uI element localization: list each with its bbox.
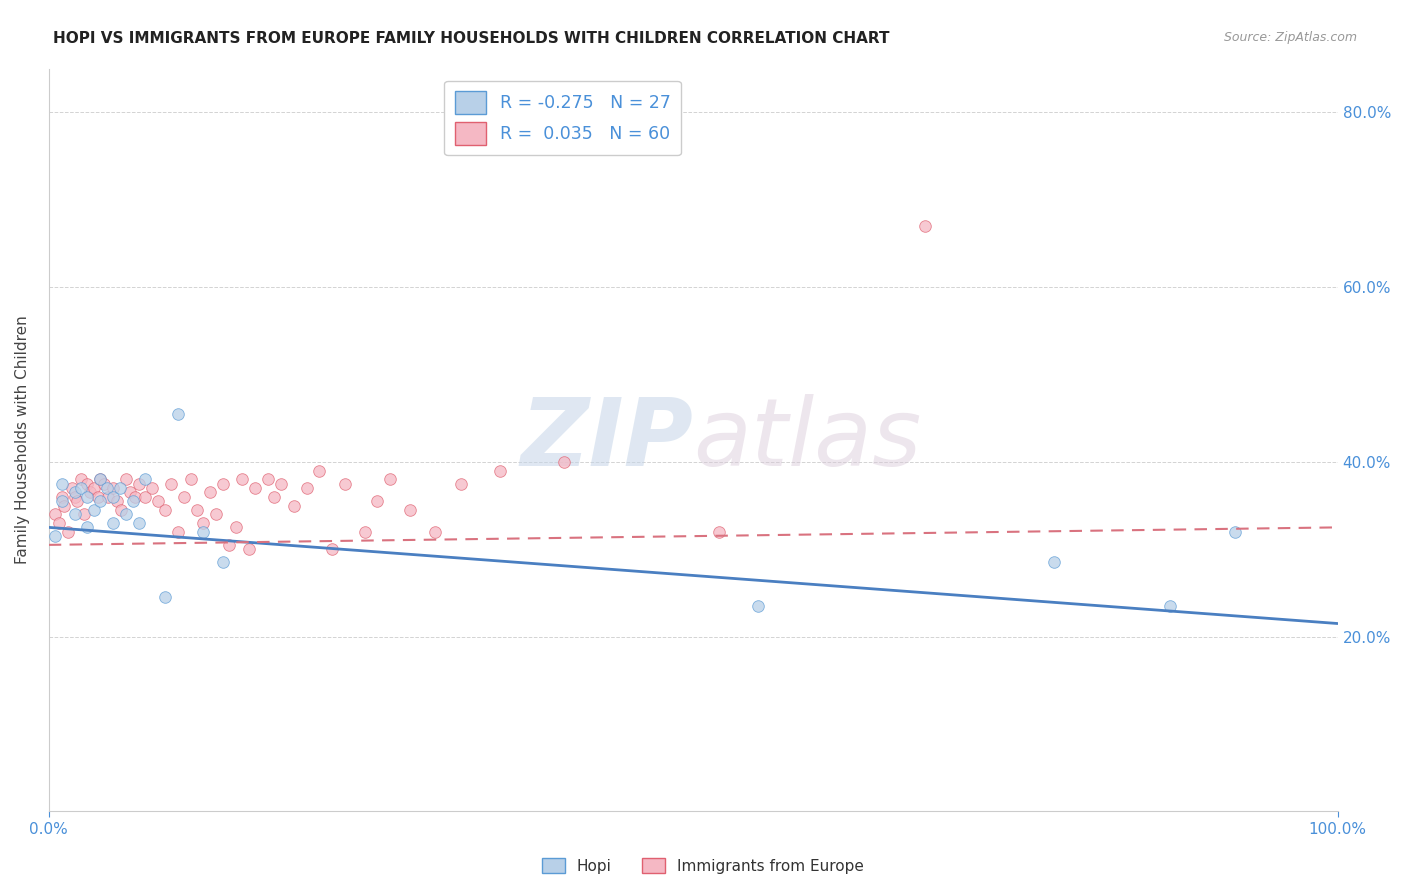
Point	[450, 476, 472, 491]
Point	[89, 494, 111, 508]
Point	[134, 472, 156, 486]
Point	[51, 476, 73, 491]
Point	[308, 464, 330, 478]
Point	[134, 490, 156, 504]
Point	[489, 464, 512, 478]
Point	[89, 472, 111, 486]
Point	[110, 503, 132, 517]
Point	[53, 499, 76, 513]
Point	[425, 524, 447, 539]
Point	[380, 472, 402, 486]
Point	[707, 524, 730, 539]
Point	[173, 490, 195, 504]
Point	[63, 508, 86, 522]
Point	[44, 508, 66, 522]
Point	[335, 476, 357, 491]
Point	[76, 520, 98, 534]
Point	[243, 481, 266, 495]
Point	[103, 481, 125, 495]
Point	[51, 490, 73, 504]
Point	[60, 481, 83, 495]
Point	[108, 481, 131, 495]
Legend: R = -0.275   N = 27, R =  0.035   N = 60: R = -0.275 N = 27, R = 0.035 N = 60	[444, 81, 681, 155]
Point	[1043, 555, 1066, 569]
Point	[115, 472, 138, 486]
Point	[225, 520, 247, 534]
Point	[211, 555, 233, 569]
Point	[70, 472, 93, 486]
Point	[83, 503, 105, 517]
Point	[96, 481, 118, 495]
Point	[166, 407, 188, 421]
Point	[270, 476, 292, 491]
Point	[353, 524, 375, 539]
Point	[263, 490, 285, 504]
Point	[238, 542, 260, 557]
Point	[1159, 599, 1181, 613]
Point	[48, 516, 70, 530]
Point	[180, 472, 202, 486]
Point	[128, 476, 150, 491]
Point	[118, 485, 141, 500]
Point	[257, 472, 280, 486]
Point	[128, 516, 150, 530]
Point	[747, 599, 769, 613]
Point	[105, 494, 128, 508]
Point	[148, 494, 170, 508]
Point	[914, 219, 936, 233]
Point	[44, 529, 66, 543]
Point	[218, 538, 240, 552]
Point	[295, 481, 318, 495]
Point	[366, 494, 388, 508]
Point	[1223, 524, 1246, 539]
Point	[70, 481, 93, 495]
Point	[321, 542, 343, 557]
Point	[186, 503, 208, 517]
Point	[83, 481, 105, 495]
Point	[121, 494, 143, 508]
Legend: Hopi, Immigrants from Europe: Hopi, Immigrants from Europe	[536, 852, 870, 880]
Point	[63, 485, 86, 500]
Point	[153, 591, 176, 605]
Point	[398, 503, 420, 517]
Point	[66, 494, 89, 508]
Point	[103, 490, 125, 504]
Point	[193, 516, 215, 530]
Point	[160, 476, 183, 491]
Point	[97, 490, 120, 504]
Text: ZIP: ZIP	[520, 394, 693, 486]
Text: Source: ZipAtlas.com: Source: ZipAtlas.com	[1223, 31, 1357, 45]
Y-axis label: Family Households with Children: Family Households with Children	[15, 316, 30, 565]
Text: HOPI VS IMMIGRANTS FROM EUROPE FAMILY HOUSEHOLDS WITH CHILDREN CORRELATION CHART: HOPI VS IMMIGRANTS FROM EUROPE FAMILY HO…	[53, 31, 890, 46]
Point	[72, 508, 94, 522]
Text: atlas: atlas	[693, 394, 921, 485]
Point	[141, 481, 163, 495]
Point	[51, 494, 73, 508]
Point	[553, 455, 575, 469]
Point	[205, 508, 228, 522]
Point	[93, 476, 115, 491]
Point	[89, 472, 111, 486]
Point	[153, 503, 176, 517]
Point	[166, 524, 188, 539]
Point	[198, 485, 221, 500]
Point	[115, 508, 138, 522]
Point	[79, 485, 101, 500]
Point	[76, 476, 98, 491]
Point	[76, 490, 98, 504]
Point	[63, 490, 86, 504]
Point	[124, 490, 146, 504]
Point	[283, 499, 305, 513]
Point	[56, 524, 79, 539]
Point	[211, 476, 233, 491]
Point	[193, 524, 215, 539]
Point	[87, 490, 110, 504]
Point	[103, 516, 125, 530]
Point	[231, 472, 253, 486]
